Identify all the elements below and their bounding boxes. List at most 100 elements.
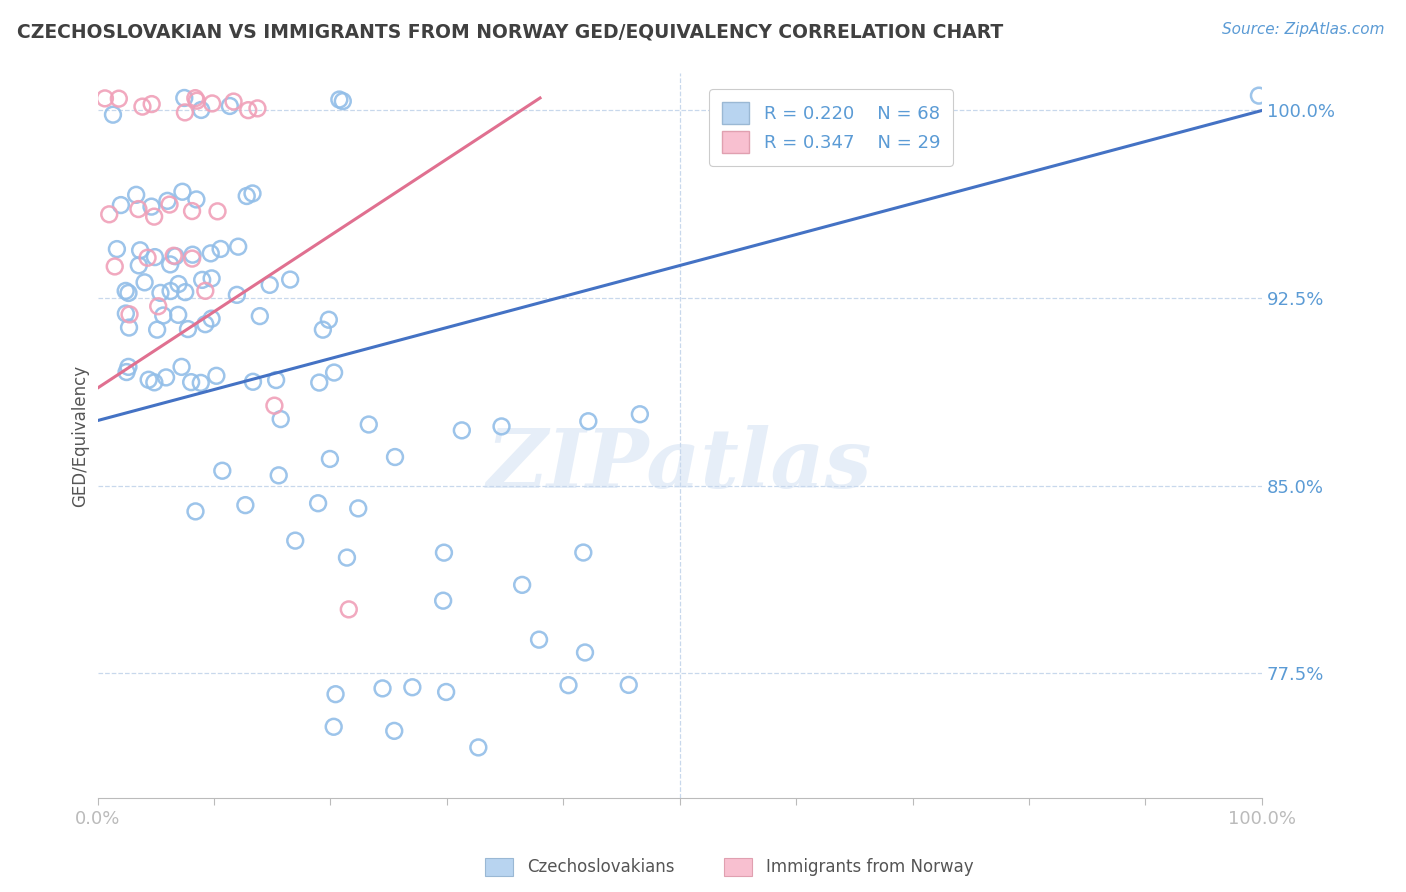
- Point: [322, 720, 344, 734]
- Point: [105, 242, 128, 256]
- Y-axis label: GED/Equivalency: GED/Equivalency: [72, 365, 89, 507]
- Point: [572, 545, 595, 559]
- Point: [337, 602, 360, 616]
- Point: [184, 91, 207, 105]
- Point: [574, 645, 596, 659]
- Point: [318, 312, 340, 326]
- Point: [115, 306, 138, 320]
- Point: [191, 273, 214, 287]
- Point: [117, 359, 139, 374]
- Point: [167, 308, 190, 322]
- Point: [149, 285, 172, 300]
- Point: [134, 276, 156, 290]
- Point: [382, 723, 405, 738]
- Point: [557, 678, 579, 692]
- Point: [129, 244, 152, 258]
- Text: CZECHOSLOVAKIAN VS IMMIGRANTS FROM NORWAY GED/EQUIVALENCY CORRELATION CHART: CZECHOSLOVAKIAN VS IMMIGRANTS FROM NORWA…: [17, 22, 1002, 41]
- Point: [218, 99, 240, 113]
- Point: [101, 108, 124, 122]
- Point: [138, 373, 160, 387]
- Point: [433, 546, 456, 560]
- Point: [114, 284, 136, 298]
- Text: Source: ZipAtlas.com: Source: ZipAtlas.com: [1222, 22, 1385, 37]
- Point: [143, 376, 166, 390]
- Point: [226, 240, 249, 254]
- Point: [264, 373, 287, 387]
- Point: [332, 94, 354, 108]
- Point: [211, 464, 233, 478]
- Point: [432, 593, 454, 607]
- Point: [194, 284, 217, 298]
- Point: [628, 407, 651, 421]
- Point: [323, 366, 346, 380]
- Point: [118, 320, 141, 334]
- Point: [491, 419, 513, 434]
- Point: [235, 189, 257, 203]
- Point: [180, 375, 202, 389]
- Point: [174, 105, 197, 120]
- Point: [167, 277, 190, 291]
- Point: [259, 277, 281, 292]
- Point: [384, 450, 406, 464]
- Point: [1247, 88, 1270, 103]
- Point: [325, 687, 347, 701]
- Point: [284, 533, 307, 548]
- Legend: R = 0.220    N = 68, R = 0.347    N = 29: R = 0.220 N = 68, R = 0.347 N = 29: [710, 89, 953, 166]
- Point: [347, 501, 370, 516]
- Point: [527, 632, 550, 647]
- Point: [510, 578, 533, 592]
- Point: [278, 272, 301, 286]
- Point: [136, 251, 159, 265]
- Point: [156, 194, 179, 208]
- Text: ZIPatlas: ZIPatlas: [486, 425, 873, 505]
- Point: [190, 103, 212, 117]
- Point: [184, 504, 207, 518]
- Point: [238, 103, 260, 118]
- Point: [617, 678, 640, 692]
- Point: [159, 284, 181, 298]
- Point: [108, 92, 131, 106]
- Point: [190, 376, 212, 390]
- Point: [308, 376, 330, 390]
- Point: [118, 307, 141, 321]
- Point: [181, 204, 204, 219]
- Point: [131, 100, 153, 114]
- Point: [128, 259, 150, 273]
- Point: [246, 101, 269, 115]
- Point: [357, 417, 380, 432]
- Point: [186, 94, 208, 108]
- Point: [328, 93, 350, 107]
- Point: [163, 249, 186, 263]
- Text: Czechoslovakians: Czechoslovakians: [527, 858, 675, 876]
- Point: [152, 309, 174, 323]
- Point: [200, 311, 222, 326]
- Point: [98, 207, 121, 221]
- Point: [127, 202, 149, 216]
- Point: [125, 187, 148, 202]
- Point: [207, 204, 229, 219]
- Point: [209, 242, 232, 256]
- Point: [115, 365, 138, 379]
- Point: [141, 97, 163, 112]
- Point: [235, 498, 257, 512]
- Point: [143, 250, 166, 264]
- Point: [267, 468, 290, 483]
- Point: [319, 452, 342, 467]
- Point: [242, 375, 264, 389]
- Point: [201, 96, 224, 111]
- Point: [270, 412, 292, 426]
- Point: [181, 248, 204, 262]
- Point: [242, 186, 264, 201]
- Point: [174, 285, 197, 300]
- Point: [336, 550, 359, 565]
- Text: Immigrants from Norway: Immigrants from Norway: [766, 858, 974, 876]
- Point: [200, 246, 222, 260]
- Point: [307, 496, 329, 510]
- Point: [94, 91, 117, 105]
- Point: [186, 193, 208, 207]
- Point: [450, 423, 472, 437]
- Point: [146, 323, 169, 337]
- Point: [117, 285, 139, 300]
- Point: [141, 200, 163, 214]
- Point: [165, 249, 187, 263]
